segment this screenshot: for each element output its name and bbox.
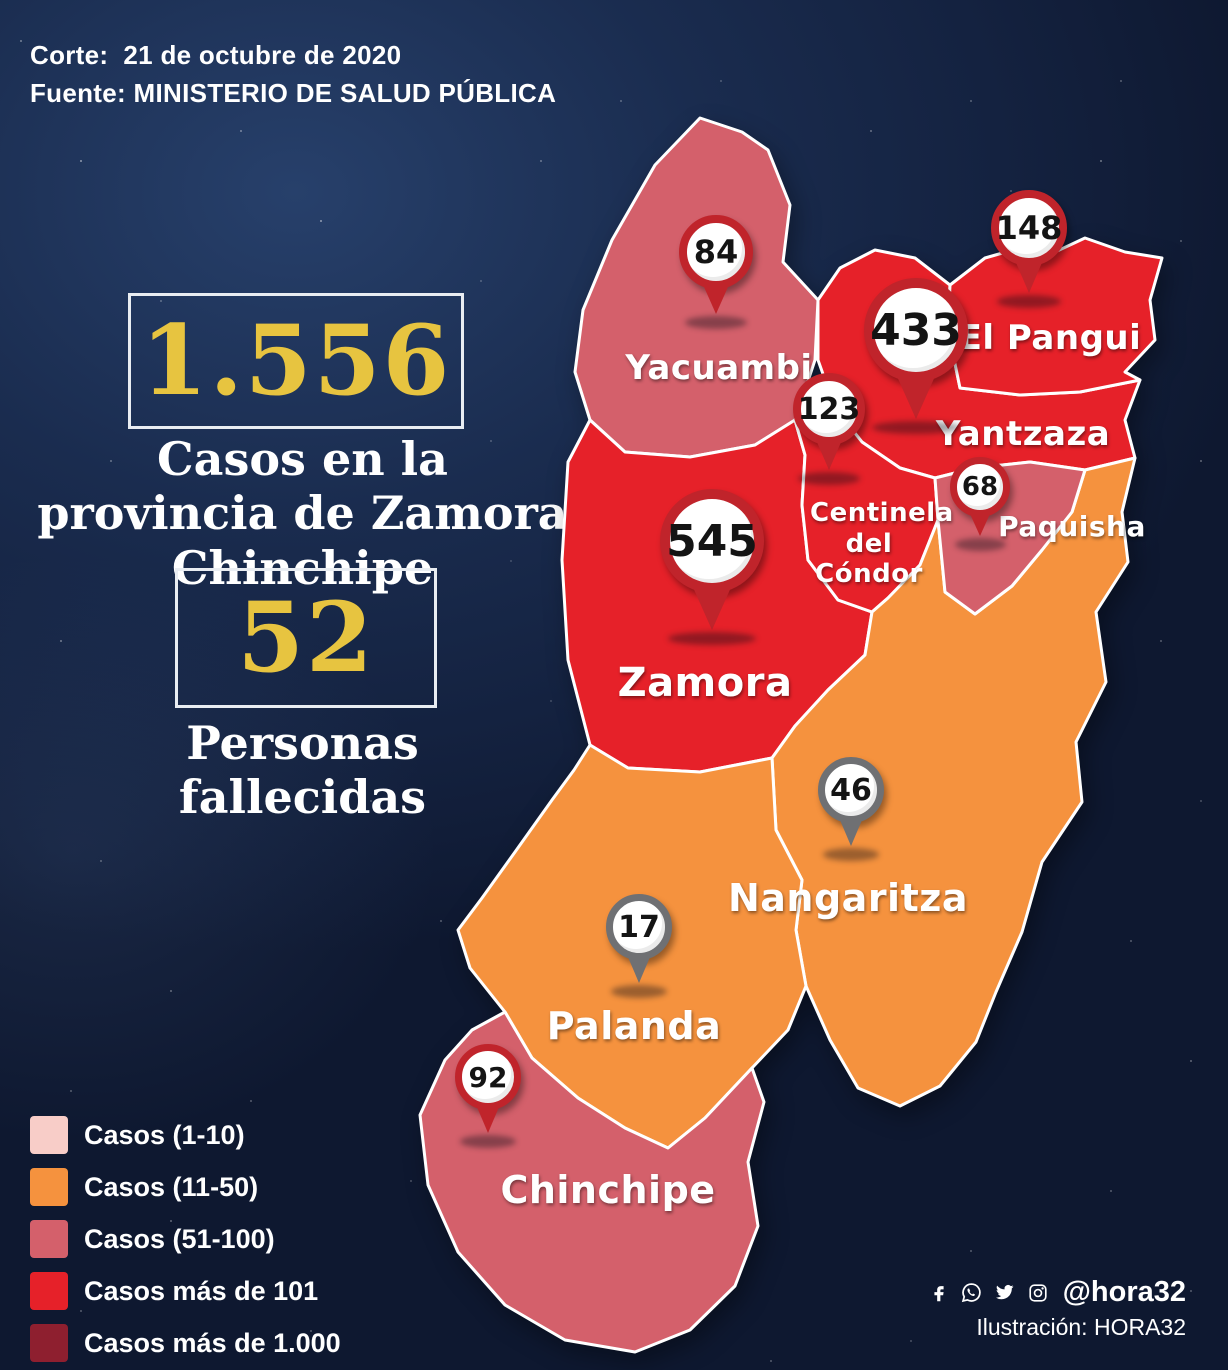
facebook-icon (927, 1281, 951, 1305)
pin-tail (693, 588, 731, 630)
instagram-icon (1026, 1281, 1050, 1305)
pin-bubble: 68 (950, 457, 1010, 517)
legend-label: Casos más de 1.000 (84, 1327, 341, 1358)
pin-bubble: 17 (606, 894, 672, 960)
social-handle: @hora32 (1062, 1276, 1186, 1308)
map-pin-centinela-del-condor: 123 (793, 373, 865, 485)
pin-cases-value: 84 (693, 233, 739, 271)
stars-decoration (20, 40, 22, 42)
map-pin-nangaritza: 46 (818, 757, 884, 861)
pin-bubble: 148 (991, 190, 1067, 266)
pin-bubble: 46 (818, 757, 884, 823)
pin-bubble: 433 (864, 278, 968, 382)
header-source: Fuente: MINISTERIO DE SALUD PÚBLICA (30, 78, 557, 108)
legend-item: Casos más de 1.000 (30, 1324, 341, 1362)
legend-swatch (30, 1116, 68, 1154)
region-label-centinela-del-condor: Centinela del Cóndor (810, 498, 954, 590)
pin-bubble: 92 (455, 1044, 521, 1110)
pin-bubble: 123 (793, 373, 865, 445)
pin-shadow (954, 538, 1006, 551)
total-cases-box: 1.556 (128, 293, 464, 429)
illustration-credit: Ilustración: HORA32 (976, 1314, 1186, 1340)
region-label-yacuambi: Yacuambi (625, 348, 813, 388)
region-label-yantzaza: Yantzaza (935, 414, 1111, 454)
pin-cases-value: 148 (995, 209, 1063, 247)
legend-item: Casos (11-50) (30, 1168, 258, 1206)
pin-tail (702, 284, 730, 314)
whatsapp-icon (960, 1281, 984, 1305)
pin-shadow (610, 985, 668, 998)
pin-tail (897, 377, 935, 419)
map-pin-chinchipe: 92 (455, 1044, 521, 1148)
map-pin-yacuambi: 84 (679, 215, 753, 329)
pin-cases-value: 46 (830, 772, 872, 808)
region-label-el-pangui: El Pangui (958, 318, 1142, 358)
deaths-value: 52 (237, 581, 375, 694)
map-pin-palanda: 17 (606, 894, 672, 998)
pin-cases-value: 123 (797, 391, 861, 427)
pin-tail (816, 440, 842, 470)
twitter-icon (993, 1281, 1017, 1305)
legend-item: Casos más de 101 (30, 1272, 318, 1310)
pin-shadow (459, 1135, 517, 1148)
map-pin-paquisha: 68 (950, 457, 1010, 551)
region-label-nangaritza: Nangaritza (727, 876, 969, 920)
pin-tail (1015, 261, 1043, 293)
pin-cases-value: 433 (870, 304, 962, 356)
deaths-caption: Personas fallecidas (178, 716, 427, 825)
total-cases-value: 1.556 (140, 304, 452, 417)
legend-swatch (30, 1168, 68, 1206)
pin-shadow (684, 316, 748, 329)
region-label-palanda: Palanda (546, 1004, 722, 1048)
legend-swatch (30, 1272, 68, 1310)
pin-cases-value: 68 (961, 472, 999, 502)
legend-label: Casos (1-10) (84, 1119, 245, 1150)
social-bar: @hora32 (927, 1276, 1186, 1309)
pin-tail (627, 955, 651, 983)
pin-shadow (667, 632, 757, 645)
pin-tail (839, 818, 863, 846)
legend-label: Casos (11-50) (84, 1171, 259, 1202)
pin-shadow (996, 295, 1062, 308)
legend-item: Casos (51-100) (30, 1220, 275, 1258)
legend-label: Casos más de 101 (84, 1275, 319, 1306)
legend-swatch (30, 1220, 68, 1258)
pin-shadow (798, 472, 860, 485)
legend-swatch (30, 1324, 68, 1362)
pin-cases-value: 92 (468, 1060, 508, 1094)
legend-label: Casos (51-100) (84, 1223, 275, 1254)
pin-tail (476, 1105, 500, 1133)
pin-shadow (822, 848, 880, 861)
region-label-chinchipe: Chinchipe (500, 1168, 716, 1212)
pin-shadow (871, 421, 961, 434)
map-pin-zamora: 545 (660, 489, 764, 645)
legend-item: Casos (1-10) (30, 1116, 245, 1154)
header-date: Corte: 21 de octubre de 2020 (30, 40, 402, 70)
pin-cases-value: 17 (618, 909, 660, 945)
region-label-zamora: Zamora (617, 660, 793, 706)
map-pin-yantzaza: 433 (864, 278, 968, 434)
total-cases-caption: Casos en la provincia de Zamora Chinchip… (37, 432, 568, 595)
pin-cases-value: 545 (666, 515, 758, 567)
deaths-box: 52 (175, 568, 437, 708)
pin-tail (969, 512, 991, 536)
region-label-paquisha: Paquisha (998, 510, 1146, 543)
pin-bubble: 545 (660, 489, 764, 593)
map-pin-el-pangui: 148 (991, 190, 1067, 308)
pin-bubble: 84 (679, 215, 753, 289)
